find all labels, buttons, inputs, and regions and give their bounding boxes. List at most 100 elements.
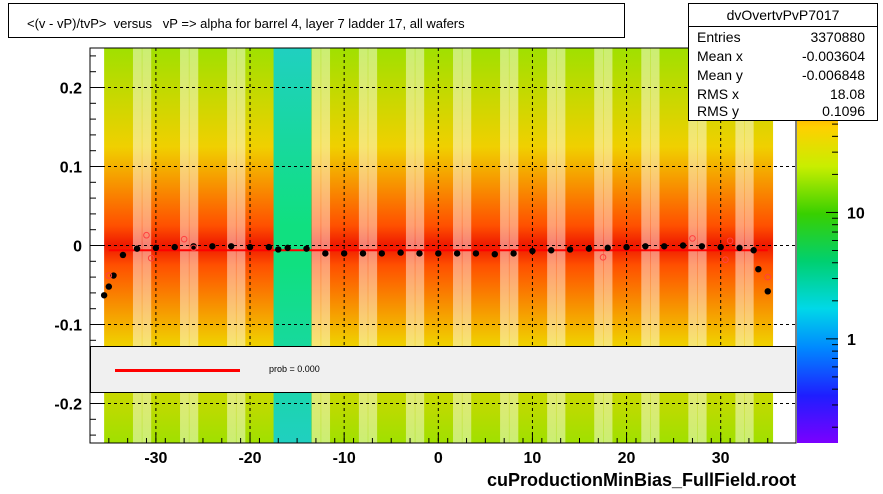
- chart-title: <(v - vP)/tvP> versus vP => alpha for ba…: [27, 16, 465, 31]
- stats-value: 18.08: [829, 86, 865, 102]
- stats-label: Entries: [697, 29, 741, 45]
- heatmap-cell: [574, 48, 585, 443]
- profile-point: [736, 244, 743, 252]
- profile-point: [119, 251, 127, 259]
- stats-label: RMS x: [697, 86, 739, 102]
- profile-point: [228, 243, 235, 250]
- heatmap-cell: [725, 48, 736, 443]
- color-scale-label: 1: [847, 332, 856, 349]
- outlier-point: [190, 244, 197, 252]
- heatmap-cell: [490, 48, 501, 443]
- heatmap-cell: [424, 48, 435, 443]
- stats-row-entries: Entries 3370880: [697, 29, 865, 48]
- heatmap-cell: [113, 48, 124, 443]
- heatmap-cell: [330, 48, 341, 443]
- profile-point: [566, 246, 574, 253]
- profile-point: [340, 250, 348, 257]
- heatmap-cell: [311, 48, 322, 443]
- heatmap-cell: [612, 48, 623, 443]
- profile-point: [435, 250, 442, 257]
- profile-point: [416, 250, 423, 257]
- heatmap-cell: [348, 48, 359, 443]
- stats-value: 3370880: [810, 29, 865, 45]
- y-tick-label: -0.2: [54, 397, 82, 414]
- profile-point: [585, 245, 593, 252]
- profile-point: [378, 250, 386, 257]
- heatmap-cell: [179, 48, 190, 443]
- heatmap-cell: [414, 48, 425, 443]
- profile-point: [548, 247, 555, 254]
- heatmap-cell: [395, 48, 406, 443]
- profile-point: [642, 243, 649, 250]
- outlier-point: [599, 254, 607, 261]
- axes: -30 -20 -10 0 10 20 30 0.2 0.1 0 -0.1 -0.2: [54, 47, 797, 467]
- profile-point: [661, 243, 668, 250]
- y-tick-label: 0: [73, 239, 82, 256]
- heatmap-cell: [292, 48, 303, 443]
- profile-point: [152, 244, 160, 252]
- profile-point: [604, 244, 611, 252]
- y-tick-label: 0.1: [60, 160, 82, 177]
- heatmap-cell: [593, 48, 604, 443]
- outlier-point: [105, 272, 113, 279]
- legend-fit-line: [115, 369, 240, 372]
- heatmap-cell: [358, 48, 369, 443]
- stats-label: RMS y: [697, 103, 739, 119]
- source-filename: cuProductionMinBias_FullField.root: [487, 470, 797, 490]
- profile-point: [764, 288, 771, 295]
- stats-label: Mean x: [697, 48, 743, 64]
- stats-value: -0.006848: [801, 67, 865, 83]
- x-tick-label: -20: [238, 450, 261, 467]
- profile-point: [110, 272, 117, 279]
- profile-point: [284, 244, 291, 252]
- heatmap-cell: [706, 48, 717, 443]
- y-tick-label: -0.1: [54, 318, 82, 335]
- profile-point: [359, 250, 367, 257]
- profile-point: [303, 245, 310, 252]
- outlier-point: [143, 231, 150, 239]
- color-scale-label: 10: [847, 205, 865, 222]
- chart-title-box: <(v - vP)/tvP> versus vP => alpha for ba…: [8, 3, 625, 38]
- heatmap-cell: [377, 48, 388, 443]
- fit-legend: prob = 0.000: [90, 346, 796, 393]
- stats-value: -0.003604: [801, 48, 865, 64]
- heatmap-cell: [527, 48, 538, 443]
- profile-point: [453, 250, 461, 257]
- stats-value: 0.1096: [822, 103, 865, 119]
- profile-point: [491, 250, 498, 258]
- stats-row-rms-x: RMS x 18.08: [697, 86, 865, 105]
- stats-row-mean-x: Mean x -0.003604: [697, 48, 865, 67]
- heatmap-cell: [461, 48, 472, 443]
- heatmap-cell: [443, 48, 454, 443]
- profile-point: [623, 243, 630, 251]
- stats-row-mean-y: Mean y -0.006848: [697, 67, 865, 86]
- profile-point: [510, 250, 517, 257]
- heatmap-cell: [160, 48, 171, 443]
- outlier-point: [689, 235, 696, 242]
- profile-point: [105, 283, 113, 290]
- stats-box: dvOvertvPvP7017 Entries 3370880 Mean x -…: [688, 3, 878, 121]
- profile-point: [100, 292, 108, 299]
- profile-point: [529, 247, 536, 255]
- profile-point: [246, 243, 254, 251]
- x-tick-label: 0: [434, 450, 443, 467]
- profile-point: [698, 243, 706, 250]
- profile-point: [750, 247, 757, 254]
- profile-point: [717, 243, 724, 251]
- profile-point: [275, 246, 282, 253]
- stats-row-rms-y: RMS y 0.1096: [697, 103, 865, 122]
- stats-label: Mean y: [697, 67, 743, 83]
- profile-points: [100, 231, 772, 299]
- profile-point: [171, 243, 178, 251]
- outlier-point: [722, 256, 729, 264]
- profile-point: [679, 242, 687, 249]
- profile-point: [265, 243, 273, 251]
- heatmap-cell: [480, 48, 491, 443]
- stats-histogram-name: dvOvertvPvP7017: [689, 4, 877, 27]
- profile-point: [397, 249, 404, 256]
- heatmap-cell: [744, 48, 755, 443]
- heatmap-cell: [546, 48, 557, 443]
- legend-prob-text: prob = 0.000: [269, 364, 320, 374]
